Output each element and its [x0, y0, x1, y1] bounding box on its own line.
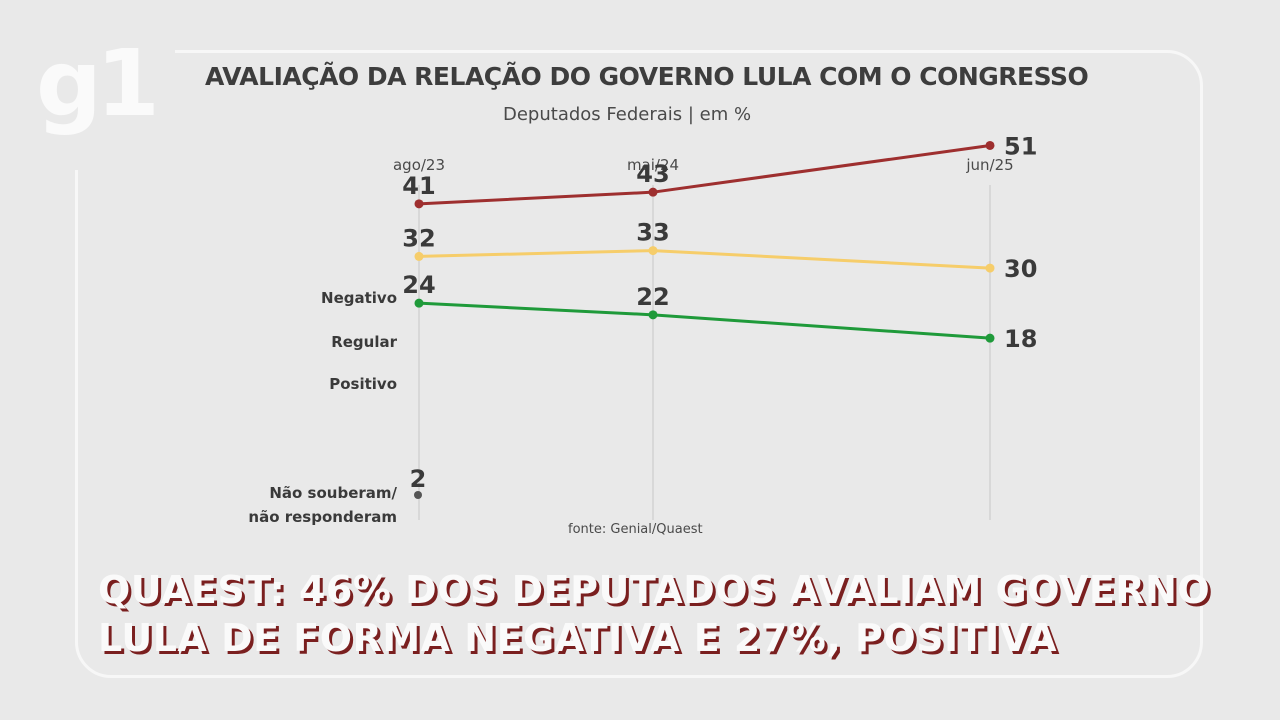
data-point-negativo-2 [985, 140, 995, 150]
label-nao-souberam-2: não responderam [248, 508, 397, 526]
data-point-negativo-0 [414, 199, 424, 209]
data-point-positivo-1 [648, 310, 658, 320]
data-label-positivo-0: 24 [402, 271, 435, 299]
data-label-negativo-0: 41 [402, 172, 435, 200]
data-label-negativo-2: 51 [1004, 132, 1037, 160]
chart-subtitle: Deputados Federais | em % [503, 104, 752, 125]
data-point-negativo-1 [648, 187, 658, 197]
label-nao-souberam-1: Não souberam/ [269, 484, 397, 502]
data-point-regular-2 [985, 263, 995, 273]
series-label-negativo: Negativo [321, 289, 397, 307]
data-point-positivo-0 [414, 298, 424, 308]
data-point-positivo-2 [985, 333, 995, 343]
series-label-regular: Regular [331, 333, 397, 351]
data-point-nao-souberam [414, 491, 422, 499]
chart-title: AVALIAÇÃO DA RELAÇÃO DO GOVERNO LULA COM… [205, 62, 1089, 91]
x-tick-label-0: ago/23 [393, 156, 445, 174]
data-label-negativo-1: 43 [636, 160, 669, 188]
data-label-nao-souberam: 2 [410, 465, 427, 493]
x-tick-label-2: jun/25 [965, 156, 1013, 174]
data-label-regular-2: 30 [1004, 255, 1037, 283]
series-line-positivo [418, 301, 991, 340]
data-point-regular-0 [414, 251, 424, 261]
data-label-regular-1: 33 [636, 219, 669, 247]
headline-line-1: QUAEST: 46% DOS DEPUTADOS AVALIAM GOVERN… [98, 568, 1211, 612]
headline: QUAEST: 46% DOS DEPUTADOS AVALIAM GOVERN… [98, 566, 1210, 662]
data-label-regular-0: 32 [402, 224, 435, 252]
frame-gap [60, 40, 175, 170]
source-note: fonte: Genial/Quaest [568, 522, 703, 537]
card-frame [75, 50, 1203, 678]
data-point-regular-1 [648, 246, 658, 256]
g1-logo: g1 [36, 30, 160, 137]
series-label-positivo: Positivo [329, 375, 397, 393]
x-tick-label-1: mai/24 [627, 156, 679, 174]
series-line-regular [418, 249, 991, 270]
headline-line-2: LULA DE FORMA NEGATIVA E 27%, POSITIVA [98, 616, 1057, 660]
data-label-positivo-2: 18 [1004, 325, 1037, 353]
series-line-negativo [418, 143, 991, 206]
data-label-positivo-1: 22 [636, 283, 669, 311]
